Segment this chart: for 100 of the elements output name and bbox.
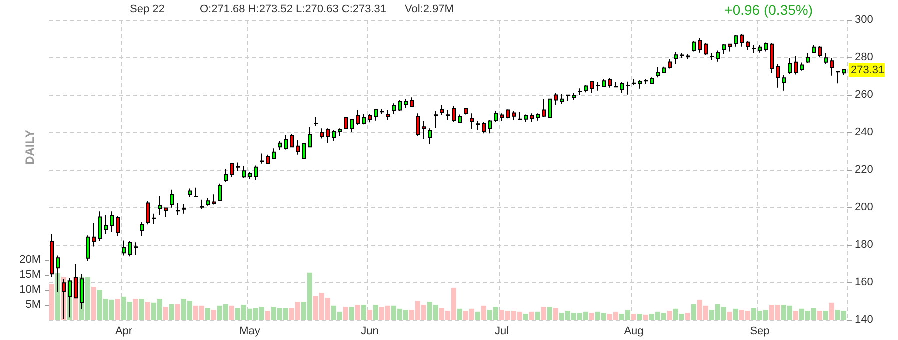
bar <box>362 305 366 320</box>
candlestick <box>50 233 54 278</box>
candlestick <box>842 69 846 76</box>
candlestick <box>656 66 660 78</box>
candlestick <box>704 42 708 56</box>
y-tick-label: 280 <box>855 52 874 64</box>
candlestick <box>92 222 96 248</box>
y-tick-label: 140 <box>855 314 874 326</box>
bar <box>542 307 546 320</box>
candlestick <box>308 126 312 148</box>
candlestick <box>272 148 276 160</box>
candlestick <box>518 112 522 120</box>
candlestick <box>218 183 222 202</box>
bar <box>524 314 528 320</box>
bar <box>266 311 270 320</box>
candlestick <box>530 113 534 122</box>
candlestick <box>320 128 324 140</box>
bar <box>692 304 696 320</box>
bar <box>530 312 534 320</box>
candlestick <box>164 207 168 218</box>
x-tick-label: Aug <box>624 326 644 338</box>
y-tick-label: 300 <box>855 14 874 26</box>
bar <box>830 302 834 320</box>
candlestick <box>128 240 132 258</box>
candlestick <box>788 58 792 75</box>
candlestick <box>68 278 72 318</box>
y2-tick-label: 10M <box>20 284 41 296</box>
candlestick <box>806 52 810 64</box>
candlestick <box>110 211 114 233</box>
bar <box>734 308 738 320</box>
candlestick <box>182 203 186 214</box>
candlestick <box>632 78 636 86</box>
bar <box>548 307 552 320</box>
candlestick <box>818 46 822 58</box>
candlestick <box>140 222 144 236</box>
bar <box>116 299 120 320</box>
candlestick <box>566 94 570 102</box>
candlestick <box>602 78 606 88</box>
bar <box>356 305 360 320</box>
candlestick <box>434 110 438 128</box>
candlestick <box>680 52 684 59</box>
candlestick <box>740 34 744 48</box>
candlestick <box>200 199 204 210</box>
candlestick <box>188 188 192 198</box>
candlestick <box>392 103 396 115</box>
candlestick <box>290 134 294 148</box>
candlestick <box>242 166 246 179</box>
candlestick <box>422 120 426 140</box>
candlestick <box>764 42 768 52</box>
candlestick <box>416 113 420 137</box>
bar <box>536 312 540 320</box>
candlestick <box>608 78 612 88</box>
candlestick <box>284 134 288 150</box>
bar <box>140 299 144 320</box>
candlestick <box>710 52 714 61</box>
candlestick <box>692 40 696 52</box>
bar <box>476 312 480 320</box>
candlestick <box>824 52 828 65</box>
x-tick-label: Apr <box>115 326 133 338</box>
candlestick <box>440 104 444 116</box>
candlestick <box>488 120 492 134</box>
bar <box>590 313 594 320</box>
candlestick <box>500 113 504 122</box>
candlestick <box>830 58 834 76</box>
candlestick <box>722 44 726 55</box>
candlestick <box>554 93 558 106</box>
candlestick <box>206 197 210 206</box>
candlestick <box>380 108 384 115</box>
candlestick <box>674 52 678 65</box>
candlestick <box>326 128 330 144</box>
bar <box>56 273 60 320</box>
candlestick <box>362 114 366 126</box>
y2-tick-label: 5M <box>26 299 41 311</box>
candlestick <box>194 187 198 198</box>
bar <box>668 311 672 320</box>
candlestick <box>686 54 690 60</box>
bar <box>230 306 234 320</box>
candlestick <box>620 82 624 94</box>
candlestick <box>506 109 510 120</box>
candlestick <box>512 110 516 121</box>
candlestick <box>494 110 498 123</box>
candlestick <box>278 140 282 151</box>
candlestick <box>338 128 342 137</box>
bar <box>92 287 96 320</box>
candlestick <box>716 50 720 62</box>
candlestick <box>746 40 750 50</box>
x-tick-label: Jul <box>494 326 510 338</box>
y-tick-label: 200 <box>855 202 874 214</box>
bar <box>350 307 354 320</box>
candlestick <box>332 130 336 142</box>
candlestick <box>584 84 588 94</box>
bar <box>368 310 372 320</box>
candlestick <box>176 202 180 216</box>
candlestick <box>782 74 786 92</box>
x-tick-label: May <box>240 326 261 338</box>
candlestick <box>224 168 228 183</box>
candlestick <box>158 196 162 216</box>
candlestick <box>836 70 840 84</box>
candlestick <box>668 58 672 70</box>
candlestick <box>734 34 738 48</box>
